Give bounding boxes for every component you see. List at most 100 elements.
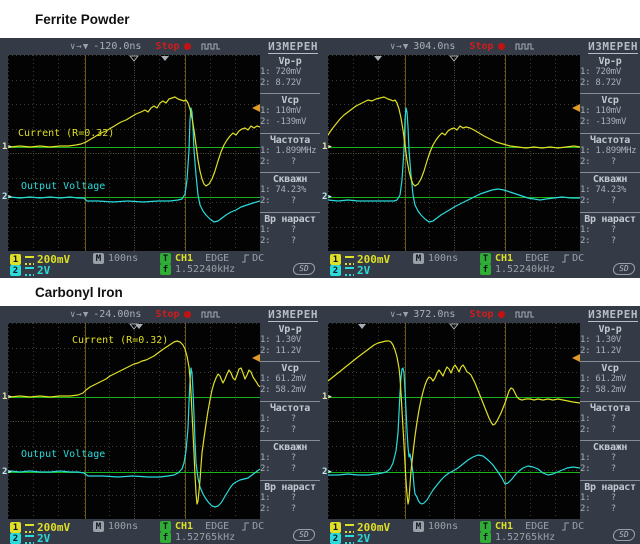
measurement-value-ch2: 2: ? <box>580 424 616 435</box>
measurement-value-ch2: 2: ? <box>260 235 296 246</box>
sd-card-badge: SD <box>292 529 316 541</box>
horizontal-position-icon: ∨→▼ <box>70 309 90 320</box>
measurement-section: Скважн 1: 74.23% 2: ? <box>260 172 320 211</box>
measurement-value-ch2: 2: ? <box>260 196 296 207</box>
ch2-badge-icon: 2 <box>330 265 341 276</box>
scope-footer-bar: 1 200mV M 100ns T CH1 EDGE DC 2 2V <box>0 519 320 544</box>
trigger-frequency-readout: f 1.52765kHz <box>480 532 555 543</box>
measurement-value-ch1: 1: 1.899MHz <box>580 145 637 156</box>
scope-footer-bar: 1 200mV M 100ns T CH1 EDGE DC 2 2V <box>0 251 320 278</box>
trigger-burst-icon <box>201 309 221 320</box>
measurement-value-ch1: 1: ? <box>260 224 296 235</box>
measurement-value-ch1: 1: 74.23% <box>260 185 307 196</box>
horizontal-position-icon: ∨→▼ <box>70 41 90 52</box>
measurement-value-ch2: 2: ? <box>260 503 296 514</box>
waveform-display: Current (R=0.32) Output Voltage 1▸ 2▸ <box>2 323 260 519</box>
measurement-value-ch2: 2: ? <box>580 196 616 207</box>
measurement-value-ch1: 1: 1.30V <box>260 335 301 345</box>
ch2-scale-readout: 2 2V <box>10 264 50 277</box>
timebase-readout: M 100ns <box>93 521 138 532</box>
ch2-scale-value: 2V <box>37 532 51 544</box>
stop-indicator-icon <box>183 311 191 318</box>
measurement-value-ch1: 1: ? <box>580 492 616 503</box>
trigger-source: CH1 <box>495 521 514 532</box>
waveform-canvas <box>8 323 260 519</box>
measurement-value-ch2: 2: -139mV <box>260 117 307 128</box>
timebase-readout: M 100ns <box>413 253 458 264</box>
trigger-type: EDGE <box>205 253 230 264</box>
trigger-badge-icon: T <box>480 253 491 264</box>
measurement-name: Vp-p <box>598 324 622 335</box>
carbonyl-scope-row: ∨→▼ -24.00ns Stop ИЗМЕРЕН Current (R=0.3… <box>0 306 640 544</box>
measurement-name: Вр нараст <box>584 213 636 225</box>
ch1-scale-readout: 1 200mV <box>10 521 70 534</box>
trigger-delay-readout: 372.0ns <box>413 309 456 320</box>
trigger-frequency-value: 1.52240kHz <box>175 264 236 275</box>
measurement-name: Частота <box>269 402 311 414</box>
trigger-frequency-value: 1.52765kHz <box>495 532 556 543</box>
dc-coupling-icon <box>25 524 34 533</box>
measurement-value-ch1: 1: ? <box>580 224 616 235</box>
section-title-band: Ferrite Powder <box>0 0 640 38</box>
timebase-readout: M 100ns <box>413 521 458 532</box>
trigger-delay-readout: -24.00ns <box>93 309 142 320</box>
measurement-section: Vp-p 1: 720mV 2: 8.72V <box>260 55 320 93</box>
ch1-scale-value: 200mV <box>357 253 391 266</box>
section-title-carbonyl: Carbonyl Iron <box>35 284 123 300</box>
ch2-ground-marker: 2▸ <box>2 467 13 477</box>
frequency-badge-icon: f <box>480 264 491 275</box>
measurement-value-ch2: 2: ? <box>580 235 616 246</box>
measurement-value-ch2: 2: 8.72V <box>580 78 621 88</box>
ch1-scale-readout: 1 200mV <box>10 253 70 266</box>
dc-coupling-icon <box>345 256 354 265</box>
acquisition-status-label: Stop <box>469 41 494 52</box>
main-timebase-icon: M <box>413 253 424 264</box>
measurement-name: Вр нараст <box>264 481 316 493</box>
measurement-section: Vcp 1: 61.2mV 2: 58.2mV <box>580 361 640 400</box>
scope-footer-bar: 1 200mV M 100ns T CH1 EDGE DC 2 2V <box>320 251 640 278</box>
acquisition-status-label: Stop <box>155 309 180 320</box>
trigger-delay-readout: 304.0ns <box>413 41 456 52</box>
timebase-value: 100ns <box>428 253 459 264</box>
frequency-badge-icon: f <box>160 532 171 543</box>
ch2-scale-readout: 2 2V <box>330 264 370 277</box>
waveform-canvas <box>8 55 260 251</box>
measurement-value-ch1: 1: ? <box>260 413 296 424</box>
measurement-name: Частота <box>269 134 311 146</box>
measurement-name: Vcp <box>281 363 299 375</box>
trigger-frequency-readout: f 1.52765kHz <box>160 532 235 543</box>
measurement-section: Vcp 1: 110mV 2: -139mV <box>580 93 640 132</box>
measure-menu-title: ИЗМЕРЕН <box>268 307 318 322</box>
trigger-burst-icon <box>515 41 535 52</box>
main-timebase-icon: M <box>413 521 424 532</box>
measurement-name: Вр нараст <box>584 481 636 493</box>
trigger-badge-icon: T <box>480 521 491 532</box>
ch2-scale-value: 2V <box>37 264 51 277</box>
measurement-value-ch2: 2: ? <box>580 464 616 475</box>
ch1-badge-icon: 1 <box>10 522 21 533</box>
measurement-value-ch1: 1: 74.23% <box>580 185 627 196</box>
trigger-readout: T CH1 EDGE DC <box>480 253 584 264</box>
measurement-section: Частота 1: 1.899MHz 2: ? <box>260 132 320 172</box>
measurement-section: Вр нараст 1: ? 2: ? <box>260 211 320 251</box>
ch1-scale-value: 200mV <box>37 521 71 534</box>
measurement-value-ch1: 1: ? <box>580 413 616 424</box>
scope-carbonyl-left: ∨→▼ -24.00ns Stop ИЗМЕРЕН Current (R=0.3… <box>0 306 320 544</box>
trigger-coupling: DC <box>572 253 585 264</box>
scope-ferrite-left: ∨→▼ -120.0ns Stop ИЗМЕРЕН Current (R=0.3… <box>0 38 320 278</box>
measure-menu-title: ИЗМЕРЕН <box>588 39 638 54</box>
measurement-section: Vp-p 1: 720mV 2: 8.72V <box>580 55 640 93</box>
measurement-value-ch2: 2: ? <box>260 156 296 167</box>
rising-edge-icon <box>241 521 250 532</box>
dc-coupling-icon <box>25 256 34 265</box>
acquisition-status-label: Stop <box>469 309 494 320</box>
measurement-value-ch1: 1: 1.30V <box>580 335 621 345</box>
ch2-ground-marker: 2▸ <box>322 467 333 477</box>
timebase-value: 100ns <box>428 521 459 532</box>
ch1-scale-value: 200mV <box>37 253 71 266</box>
measurement-section: Vp-p 1: 1.30V 2: 11.2V <box>580 323 640 361</box>
measurement-name: Vcp <box>601 363 619 375</box>
measurement-name: Вр нараст <box>264 213 316 225</box>
measurement-section: Вр нараст 1: ? 2: ? <box>580 211 640 251</box>
